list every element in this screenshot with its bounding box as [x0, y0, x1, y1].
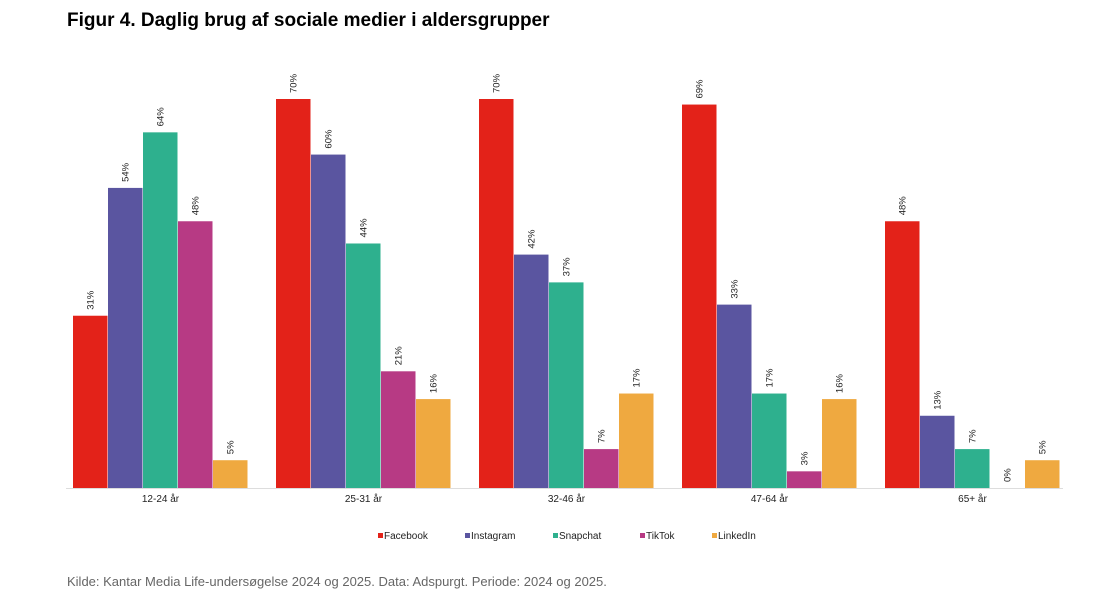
legend-swatch-tiktok [640, 533, 645, 538]
bar-snapchat [346, 243, 381, 488]
category-label: 65+ år [958, 493, 987, 505]
bar-tiktok [381, 371, 416, 488]
data-label: 5% [226, 440, 237, 454]
data-label: 70% [289, 73, 300, 93]
legend-label-instagram: Instagram [471, 531, 515, 542]
bar-tiktok [787, 471, 822, 488]
data-label: 48% [898, 196, 909, 216]
bar-facebook [682, 104, 717, 489]
category-label: 25-31 år [345, 493, 383, 505]
data-label: 13% [933, 390, 944, 410]
data-label: 21% [394, 346, 405, 366]
data-label: 69% [695, 79, 706, 99]
bar-linkedin [1025, 460, 1060, 488]
bar-snapchat [752, 393, 787, 488]
data-label: 16% [835, 374, 846, 394]
data-label: 48% [191, 196, 202, 216]
bar-instagram [920, 415, 955, 488]
bar-linkedin [416, 399, 451, 488]
data-label: 60% [324, 129, 335, 149]
bar-instagram [717, 304, 752, 488]
bar-instagram [311, 154, 346, 489]
data-label: 37% [562, 257, 573, 277]
bar-linkedin [213, 460, 248, 488]
legend-label-tiktok: TikTok [646, 531, 676, 542]
bar-linkedin [619, 393, 654, 488]
chart-title: Figur 4. Daglig brug af sociale medier i… [67, 10, 550, 31]
bar-instagram [108, 187, 143, 488]
bar-linkedin [822, 399, 857, 488]
data-label: 16% [429, 374, 440, 394]
bar-snapchat [143, 132, 178, 489]
bar-facebook [885, 221, 920, 488]
bar-tiktok [178, 221, 213, 488]
data-label: 70% [492, 73, 503, 93]
category-label: 32-46 år [548, 493, 586, 505]
category-label: 47-64 år [751, 493, 789, 505]
data-label: 44% [359, 218, 370, 238]
data-label: 31% [86, 290, 97, 310]
data-label: 7% [597, 429, 608, 443]
data-label: 17% [632, 368, 643, 388]
legend-swatch-snapchat [553, 533, 558, 538]
data-label: 5% [1038, 440, 1049, 454]
legend-swatch-facebook [378, 533, 383, 538]
data-label: 33% [730, 279, 741, 299]
data-label: 64% [156, 107, 167, 127]
bar-tiktok [584, 449, 619, 488]
data-label: 54% [121, 162, 132, 182]
bar-facebook [73, 315, 108, 488]
data-label: 7% [968, 429, 979, 443]
data-label: 0% [1003, 468, 1014, 482]
source-note: Kilde: Kantar Media Life-undersøgelse 20… [67, 574, 607, 589]
bar-instagram [514, 254, 549, 488]
legend-swatch-instagram [465, 533, 470, 538]
category-label: 12-24 år [142, 493, 180, 505]
bar-facebook [479, 99, 514, 488]
data-label: 42% [527, 229, 538, 249]
data-label: 17% [765, 368, 776, 388]
bar-snapchat [955, 449, 990, 488]
legend-swatch-linkedin [712, 533, 717, 538]
data-label: 3% [800, 451, 811, 465]
bar-facebook [276, 99, 311, 488]
legend-label-facebook: Facebook [384, 531, 429, 542]
bar-snapchat [549, 282, 584, 488]
legend-label-linkedin: LinkedIn [718, 531, 756, 542]
legend-label-snapchat: Snapchat [559, 531, 601, 542]
